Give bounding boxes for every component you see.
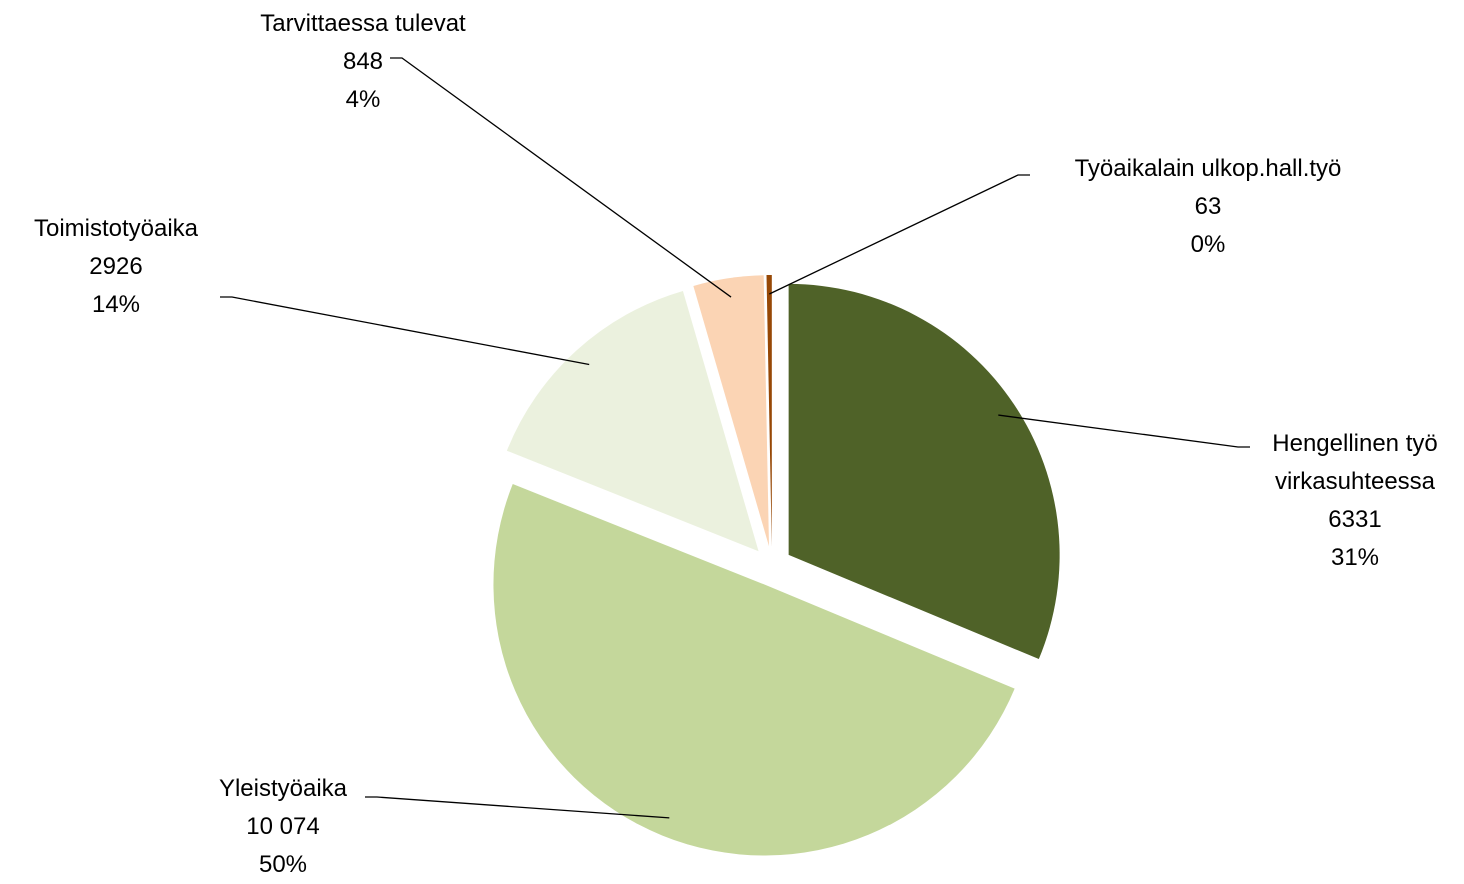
pie-slice [493, 484, 1015, 856]
value-label: 63 [1194, 193, 1222, 220]
category-label: Työaikalain ulkop.hall.työ [1074, 155, 1342, 182]
value-label: 6331 [1328, 506, 1382, 533]
data-label: Tarvittaessa tulevat 848 4% [223, 5, 503, 119]
percent-label: 31% [1330, 544, 1380, 571]
pie-slice [766, 275, 772, 547]
category-label: Hengellinen työ virkasuhteessa [1272, 430, 1438, 495]
leader-line [220, 296, 590, 366]
pie-slice [693, 275, 769, 547]
leader-line [390, 57, 732, 298]
percent-label: 0% [1190, 231, 1226, 258]
percent-label: 14% [91, 291, 141, 318]
data-label: Yleistyöaika 10 074 50% [183, 770, 383, 884]
percent-label: 4% [345, 86, 381, 113]
leader-line [769, 174, 1030, 295]
data-label: Toimistotyöaika 2926 14% [0, 210, 236, 324]
value-label: 10 074 [246, 813, 320, 840]
pie-slice [506, 290, 759, 552]
value-label: 848 [342, 48, 384, 75]
category-label: Yleistyöaika [218, 775, 348, 802]
category-label: Tarvittaessa tulevat [260, 10, 466, 37]
percent-label: 50% [258, 851, 308, 878]
category-label: Toimistotyöaika [33, 215, 199, 242]
data-label: Työaikalain ulkop.hall.työ 63 0% [1028, 150, 1388, 264]
pie-slice [788, 283, 1060, 660]
value-label: 2926 [89, 253, 143, 280]
leader-line [365, 796, 670, 819]
leader-line [998, 414, 1250, 448]
data-label: Hengellinen työ virkasuhteessa 6331 31% [1240, 425, 1464, 577]
